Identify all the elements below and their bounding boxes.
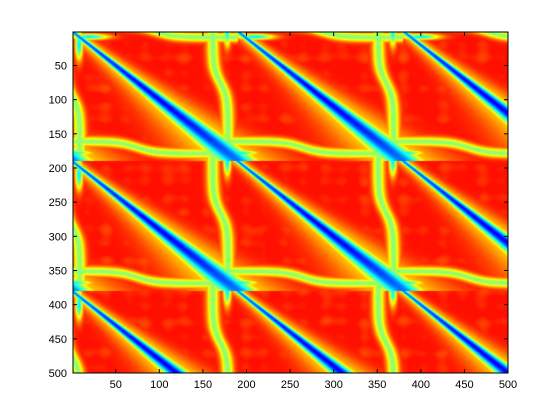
axes-frame (72, 31, 509, 374)
x-tick-label: 150 (194, 379, 212, 391)
x-tick-label: 450 (455, 379, 473, 391)
y-tick-label: 200 (49, 163, 67, 175)
x-tick-label: 100 (150, 379, 168, 391)
x-tick-label: 500 (499, 379, 517, 391)
x-tick-label: 250 (281, 379, 299, 391)
x-tick-label: 350 (368, 379, 386, 391)
y-axis: 50 100 150 200 250 300 350 400 450 500 (49, 60, 508, 380)
y-tick-label: 100 (49, 95, 67, 107)
y-tick-label: 500 (49, 368, 67, 380)
x-tick-label: 300 (324, 379, 342, 391)
x-axis: 50 100 150 200 250 300 350 400 450 500 (110, 32, 517, 391)
x-tick-label: 50 (110, 379, 122, 391)
y-tick-label: 400 (49, 300, 67, 312)
y-tick-label: 350 (49, 265, 67, 277)
y-tick-label: 150 (49, 129, 67, 141)
y-tick-label: 250 (49, 197, 67, 209)
x-tick-label: 200 (237, 379, 255, 391)
y-tick-label: 50 (55, 60, 67, 72)
y-tick-label: 450 (49, 334, 67, 346)
x-tick-label: 400 (412, 379, 430, 391)
y-tick-label: 300 (49, 231, 67, 243)
heatmap-image (73, 32, 508, 373)
